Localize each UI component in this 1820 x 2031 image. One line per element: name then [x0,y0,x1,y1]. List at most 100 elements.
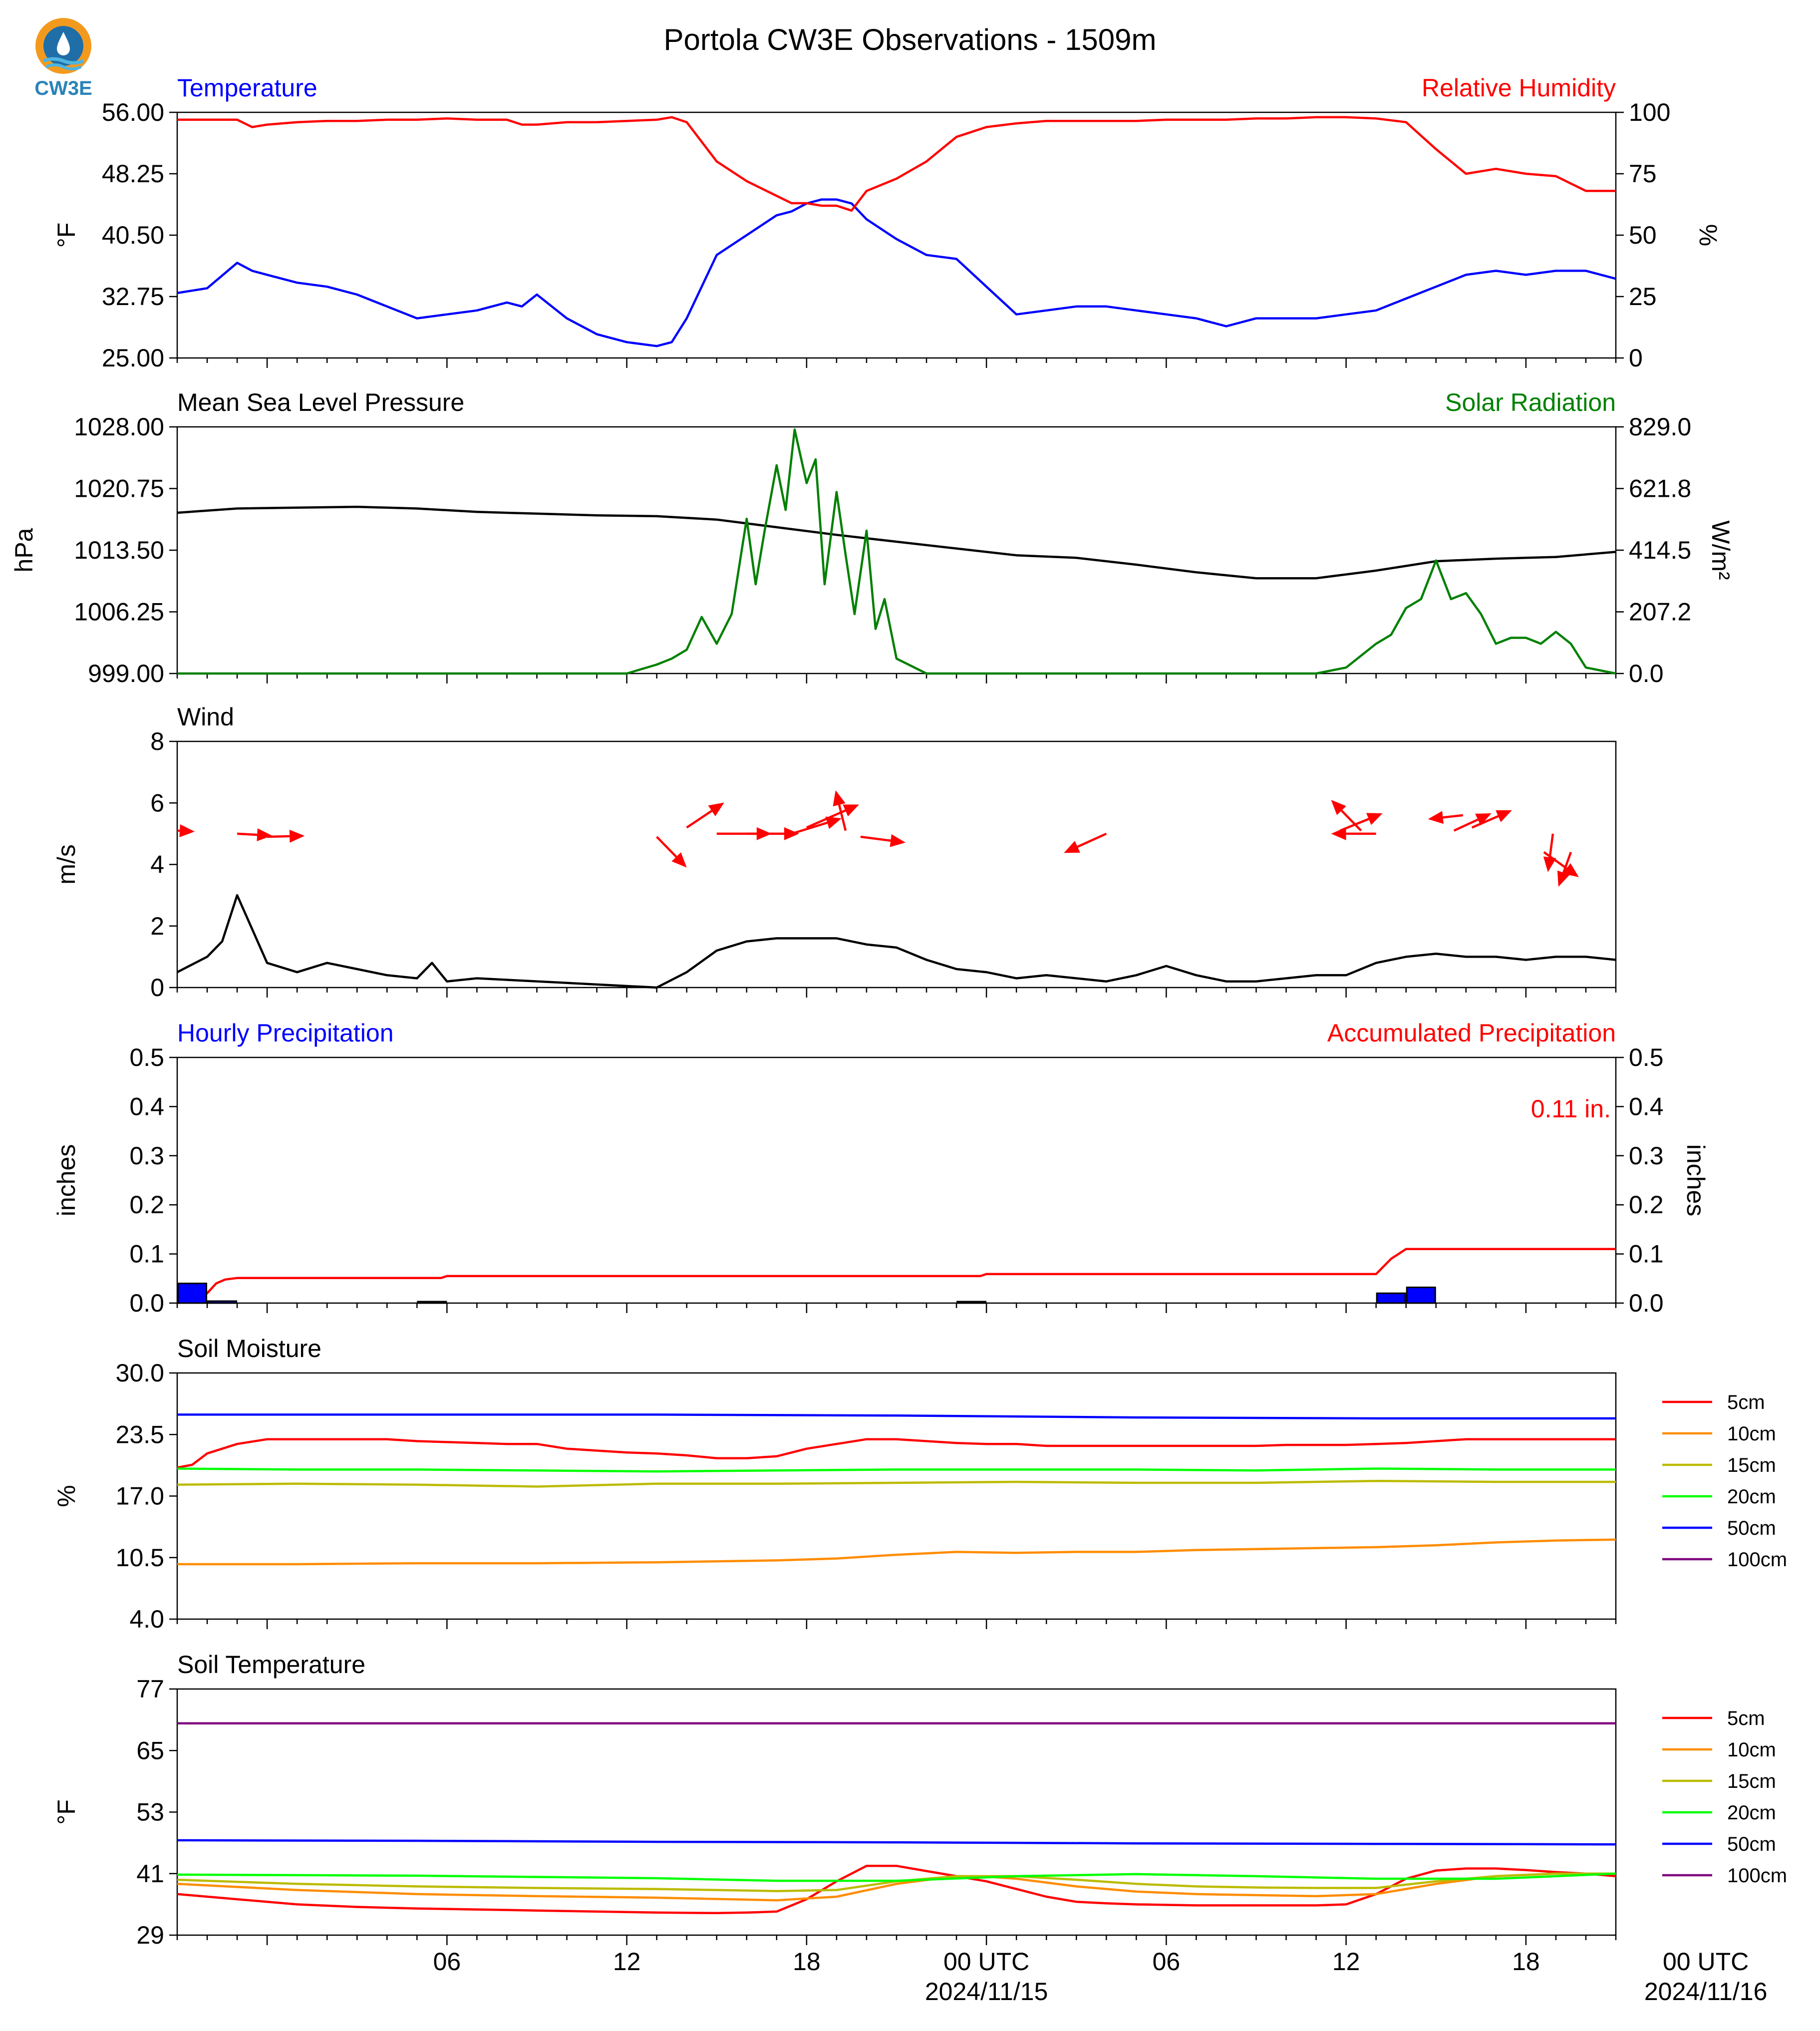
precip-bar [1407,1288,1435,1303]
y-axis-label: % [52,1485,80,1507]
y-tick-label: 0.0 [129,1289,164,1317]
cw3e-logo: CW3E [26,15,101,105]
y-tick-label-right: 621.8 [1629,475,1691,503]
y-tick-label-right: 25 [1629,283,1657,311]
precip-bar [957,1302,986,1303]
y-tick-label-right: 0.2 [1629,1191,1664,1219]
y-tick-label: 0.1 [129,1240,164,1268]
y-tick-label: 0 [150,974,164,1002]
logo-text: CW3E [34,77,92,99]
y-tick-label: 29 [136,1921,164,1949]
y-tick-label-right: 414.5 [1629,536,1691,564]
y-tick-label-right: 829.0 [1629,413,1691,441]
legend-label: 20cm [1727,1802,1776,1824]
y-axis-label: inches [52,1144,80,1217]
x-tick-label: 12 [1332,1948,1360,1976]
panel-title-right: Accumulated Precipitation [1327,1019,1616,1047]
legend-label: 100cm [1727,1865,1787,1887]
y-tick-label-right: 0.1 [1629,1240,1664,1268]
panel-title-right: Solar Radiation [1445,388,1616,416]
y-tick-label: 8 [150,727,164,755]
y-tick-label: 1028.00 [74,413,164,441]
y-tick-label: 41 [136,1860,164,1888]
precip-bar [1377,1293,1405,1303]
y-tick-label: 2 [150,912,164,940]
x-tick-label: 18 [793,1948,821,1976]
wind-arrow [267,836,290,837]
y-tick-label: 23.5 [116,1420,164,1448]
panel-title-left: Temperature [177,74,317,102]
precip-bar [178,1284,207,1303]
y-tick-label: 0.4 [129,1092,164,1120]
y-tick-label-right: 0.4 [1629,1092,1664,1120]
y-tick-label: 999.00 [88,660,164,687]
y-tick-label: 48.25 [102,160,164,188]
y-tick-label-right: 0 [1629,344,1643,372]
x-tick-label: 06 [433,1948,461,1976]
panel-title-left: Wind [177,703,234,731]
y-tick-label: 56.00 [102,98,164,126]
y-axis-label-right: % [1694,224,1722,246]
y-axis-label-right: W/m² [1707,520,1735,580]
y-tick-label: 0.2 [129,1191,164,1219]
y-tick-label: 0.5 [129,1043,164,1071]
figure-title: Portola CW3E Observations - 1509m [663,23,1156,56]
panel-title-left: Mean Sea Level Pressure [177,388,464,416]
y-axis-label: m/s [52,844,80,885]
y-tick-label: 0.3 [129,1142,164,1170]
y-tick-label: 17.0 [116,1482,164,1510]
legend-label: 10cm [1727,1423,1776,1445]
y-tick-label-right: 75 [1629,160,1657,188]
legend-label: 100cm [1727,1549,1787,1571]
precip-bar [208,1301,237,1303]
panel-title-right: Relative Humidity [1422,74,1616,102]
x-tick-label: 06 [1153,1948,1181,1976]
accumulated-total-label: 0.11 in. [1531,1095,1611,1123]
y-axis-label: hPa [10,528,38,572]
panel-title-left: Soil Temperature [177,1651,365,1679]
x-tick-label: 00 UTC [943,1948,1029,1976]
y-tick-label-right: 0.3 [1629,1142,1664,1170]
legend-label: 10cm [1727,1739,1776,1761]
y-tick-label-right: 0.0 [1629,1289,1664,1317]
wind-arrow [237,834,257,835]
y-tick-label: 1006.25 [74,598,164,626]
y-tick-label: 4.0 [129,1605,164,1633]
legend-label: 15cm [1727,1454,1776,1476]
x-tick-label: 12 [613,1948,641,1976]
y-tick-label: 25.00 [102,344,164,372]
legend-label: 5cm [1727,1391,1765,1413]
x-date-label: 2024/11/16 [1644,1978,1768,2006]
legend-label: 5cm [1727,1707,1765,1729]
panel-title-left: Soil Moisture [177,1335,321,1362]
y-tick-label-right: 100 [1629,98,1670,126]
y-axis-label-right: inches [1682,1144,1710,1217]
y-tick-label-right: 50 [1629,221,1657,249]
y-tick-label: 32.75 [102,283,164,311]
y-tick-label: 1013.50 [74,536,164,564]
y-tick-label-right: 0.5 [1629,1043,1664,1071]
x-date-label: 2024/11/15 [925,1978,1048,2006]
y-tick-label: 77 [136,1675,164,1703]
legend-label: 20cm [1727,1486,1776,1508]
y-tick-label-right: 207.2 [1629,598,1691,626]
precip-bar [418,1302,446,1303]
y-tick-label: 65 [136,1736,164,1764]
y-tick-label: 30.0 [116,1359,164,1387]
y-tick-label: 10.5 [116,1544,164,1572]
y-tick-label: 40.50 [102,221,164,249]
y-tick-label: 53 [136,1798,164,1826]
y-tick-label: 4 [150,851,164,879]
legend-label: 15cm [1727,1770,1776,1792]
y-axis-label: °F [52,223,80,248]
y-tick-label: 1020.75 [74,475,164,503]
y-axis-label: °F [52,1799,80,1825]
y-tick-label-right: 0.0 [1629,660,1664,687]
x-tick-label: 00 UTC [1663,1948,1749,1976]
legend-label: 50cm [1727,1833,1776,1855]
cw3e-logo-icon: CW3E [26,15,101,105]
y-tick-label: 6 [150,789,164,817]
panel-title-left: Hourly Precipitation [177,1019,394,1047]
